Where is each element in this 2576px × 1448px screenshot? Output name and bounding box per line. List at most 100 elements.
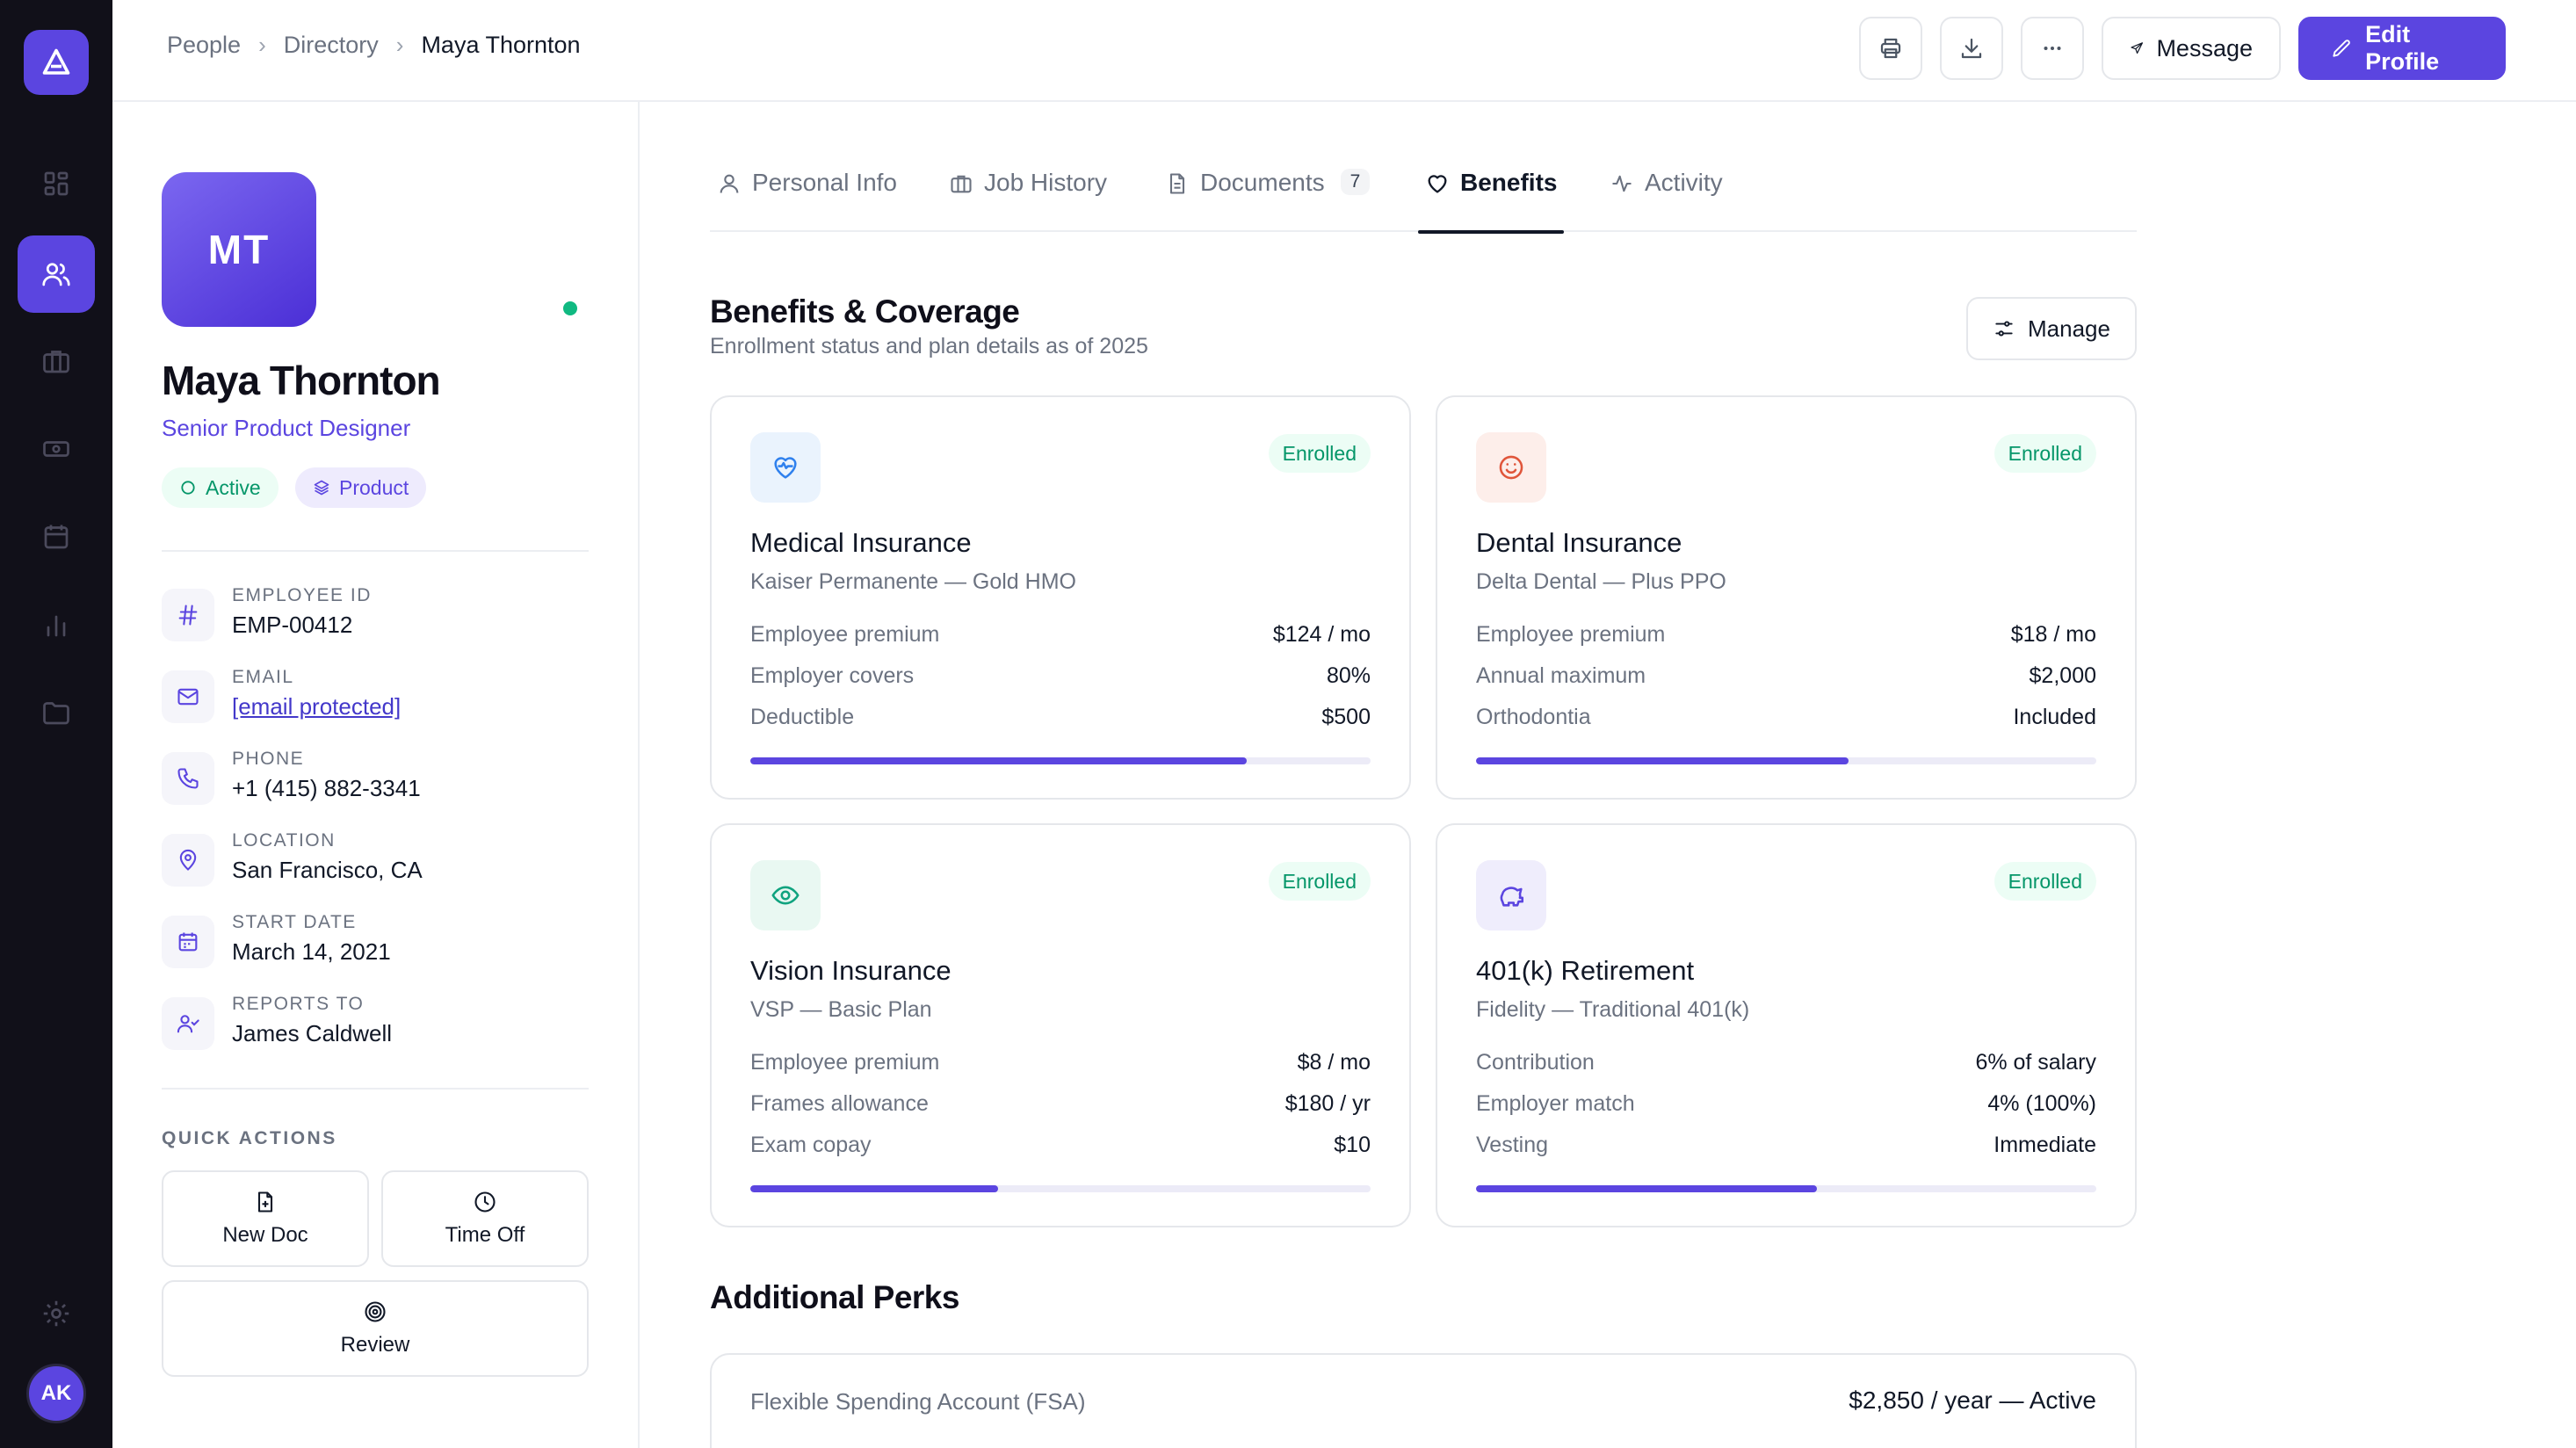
manage-button[interactable]: Manage bbox=[1966, 297, 2137, 360]
briefcase-icon[interactable] bbox=[18, 322, 95, 400]
detail-row: Annual maximum $2,000 bbox=[1476, 663, 2096, 699]
info-label: Reports To bbox=[232, 994, 365, 1014]
info-label: Email bbox=[232, 667, 294, 687]
heart-icon bbox=[1428, 175, 1447, 193]
online-status-dot bbox=[563, 301, 577, 315]
pencil-icon bbox=[2333, 40, 2350, 57]
briefcase-icon bbox=[951, 175, 972, 193]
detail-value: $18 / mo bbox=[2010, 622, 2096, 647]
detail-key: Vesting bbox=[1476, 1133, 1549, 1157]
detail-value: 6% of salary bbox=[1975, 1050, 2096, 1075]
info-label: Start Date bbox=[232, 912, 357, 932]
detail-value: Included bbox=[2013, 705, 2096, 729]
time-off-label: Time Off bbox=[445, 1223, 525, 1247]
gear-icon[interactable] bbox=[18, 1275, 95, 1352]
layers-icon bbox=[314, 480, 329, 496]
circle-icon bbox=[181, 481, 195, 495]
info-value: +1 (415) 882-3341 bbox=[232, 775, 421, 801]
message-button[interactable]: Message bbox=[2102, 17, 2281, 80]
divider bbox=[162, 1088, 589, 1090]
download-button[interactable] bbox=[1940, 17, 2003, 80]
detail-key: Orthodontia bbox=[1476, 705, 1591, 729]
info-label: Phone bbox=[232, 749, 305, 769]
email-field: Email [email protected] bbox=[162, 662, 589, 732]
card-title: Dental Insurance bbox=[1476, 527, 1682, 558]
info-value: March 14, 2021 bbox=[232, 938, 391, 965]
progress-fill bbox=[1476, 757, 1849, 764]
triangle-logo-icon[interactable] bbox=[24, 30, 89, 95]
app-rail: AK bbox=[0, 0, 112, 1448]
benefit-card-vision[interactable]: Enrolled Vision Insurance VSP — Basic Pl… bbox=[710, 823, 1411, 1227]
file-plus-icon bbox=[257, 1191, 273, 1213]
printer-icon bbox=[1880, 38, 1901, 59]
card-title: Vision Insurance bbox=[750, 955, 952, 986]
benefit-card-medical[interactable]: Enrolled Medical Insurance Kaiser Perman… bbox=[710, 395, 1411, 800]
info-value: EMP-00412 bbox=[232, 612, 353, 638]
benefit-card-401k[interactable]: Enrolled 401(k) Retirement Fidelity — Tr… bbox=[1436, 823, 2137, 1227]
perk-card-fsa[interactable]: Flexible Spending Account (FSA) $2,850 /… bbox=[710, 1353, 2137, 1448]
progress-fill bbox=[1476, 1185, 1818, 1192]
breadcrumb-people[interactable]: People bbox=[167, 32, 242, 58]
chart-icon[interactable] bbox=[18, 586, 95, 663]
breadcrumb-current: Maya Thornton bbox=[421, 32, 581, 58]
breadcrumb: People › Directory › Maya Thornton bbox=[167, 32, 581, 59]
top-bar: People › Directory › Maya Thornton Messa… bbox=[112, 0, 2576, 102]
profile-role: Senior Product Designer bbox=[162, 415, 411, 441]
user-avatar[interactable]: AK bbox=[26, 1364, 86, 1423]
detail-value: 4% (100%) bbox=[1987, 1091, 2096, 1116]
folder-icon[interactable] bbox=[18, 674, 95, 751]
profile-avatar: MT bbox=[162, 172, 316, 327]
edit-profile-label: Edit Profile bbox=[2365, 21, 2440, 75]
message-label: Message bbox=[2156, 34, 2253, 62]
tab-activity[interactable]: Activity bbox=[1610, 169, 1723, 232]
email-link[interactable]: [email protected] bbox=[232, 693, 402, 720]
detail-value: $10 bbox=[1334, 1133, 1371, 1157]
edit-profile-button[interactable]: Edit Profile bbox=[2298, 17, 2506, 80]
chevron-right-icon: › bbox=[395, 32, 404, 58]
tab-label: Benefits bbox=[1460, 169, 1558, 196]
tab-documents[interactable]: Documents 7 bbox=[1165, 169, 1371, 232]
detail-row: Employee premium $8 / mo bbox=[750, 1050, 1371, 1085]
time-off-button[interactable]: Time Off bbox=[381, 1170, 589, 1267]
status-badge: Enrolled bbox=[1994, 434, 2096, 473]
detail-value: $124 / mo bbox=[1272, 622, 1371, 647]
detail-row: Employee premium $124 / mo bbox=[750, 622, 1371, 657]
profile-tabs: Personal Info Job History Documents 7 Be… bbox=[710, 149, 2137, 234]
detail-row: Contribution 6% of salary bbox=[1476, 1050, 2096, 1085]
piggy-bank-icon bbox=[1476, 860, 1546, 930]
benefit-card-dental[interactable]: Enrolled Dental Insurance Delta Dental —… bbox=[1436, 395, 2137, 800]
status-badge: Enrolled bbox=[1994, 862, 2096, 901]
calendar-icon[interactable] bbox=[18, 498, 95, 576]
location-field: Location San Francisco, CA bbox=[162, 825, 589, 895]
tab-personal-info[interactable]: Personal Info bbox=[717, 169, 897, 232]
breadcrumb-directory[interactable]: Directory bbox=[283, 32, 379, 58]
info-label: Employee ID bbox=[232, 585, 372, 605]
status-badge: Enrolled bbox=[1268, 434, 1371, 473]
activity-icon bbox=[1612, 175, 1632, 192]
grid-icon[interactable] bbox=[18, 145, 95, 222]
mail-icon bbox=[162, 670, 214, 723]
smile-icon bbox=[1476, 432, 1546, 503]
tab-benefits[interactable]: Benefits bbox=[1417, 169, 1565, 234]
people-icon[interactable] bbox=[18, 235, 95, 313]
review-label: Review bbox=[340, 1333, 410, 1357]
chevron-right-icon: › bbox=[258, 32, 266, 58]
user-check-icon bbox=[162, 997, 214, 1050]
detail-row: Deductible $500 bbox=[750, 705, 1371, 740]
team-badge: Product bbox=[295, 467, 427, 508]
tab-job-history[interactable]: Job History bbox=[949, 169, 1107, 232]
perks-title: Additional Perks bbox=[710, 1279, 959, 1315]
document-icon bbox=[1169, 173, 1185, 194]
new-doc-button[interactable]: New Doc bbox=[162, 1170, 369, 1267]
more-button[interactable] bbox=[2021, 17, 2084, 80]
review-button[interactable]: Review bbox=[162, 1280, 589, 1377]
print-button[interactable] bbox=[1859, 17, 1922, 80]
team-badge-label: Product bbox=[339, 475, 409, 499]
money-icon[interactable] bbox=[18, 410, 95, 488]
manage-label: Manage bbox=[2028, 315, 2110, 342]
tab-label: Job History bbox=[984, 169, 1108, 196]
map-pin-icon bbox=[162, 834, 214, 887]
quick-actions-title: QUICK ACTIONS bbox=[162, 1128, 337, 1148]
download-icon bbox=[1961, 38, 1982, 59]
perk-value: $2,850 / year — Active bbox=[1849, 1386, 2096, 1414]
